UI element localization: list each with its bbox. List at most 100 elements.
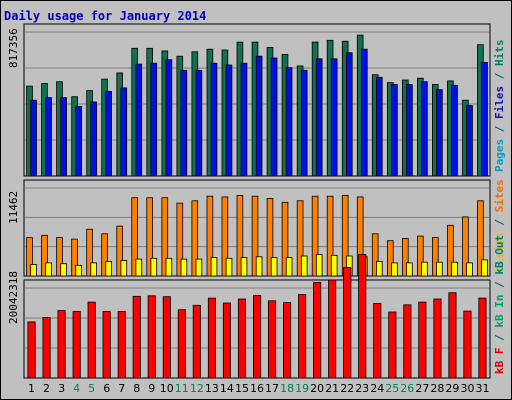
bar-visits-visits [285,257,293,277]
bar-kbytes-kb-f [298,294,307,379]
bar-hits-files [466,105,473,177]
bar-visits-visits [60,263,67,277]
bar-visits-sites [176,202,184,277]
bar-visits-visits [120,260,128,277]
bar-visits-visits [375,260,383,277]
bar-hits-files [165,59,173,177]
x-tick-label: 15 [235,382,249,395]
bar-kbytes-kb-f [132,295,141,379]
bar-hits-files [255,55,263,177]
x-tick-label: 14 [220,382,234,395]
bar-kbytes-kb-f [267,300,277,379]
x-tick-label: 2 [43,382,50,395]
ymax-label-hits: 817356 [7,28,20,68]
bar-visits-sites [326,195,334,277]
bar-visits-sites [371,233,379,277]
x-tick-label: 29 [445,382,459,395]
bar-visits-visits [240,257,248,277]
x-tick-label: 25 [385,382,399,395]
bar-visits-sites [431,237,439,277]
bar-visits-sites [116,225,124,277]
bar-visits-visits [210,257,218,277]
bar-kbytes-kb-f [313,281,322,379]
bar-visits-visits [315,254,323,277]
legend-entry: Sites [493,179,506,212]
bar-visits-visits [195,258,203,277]
bar-hits-files [90,101,98,177]
bar-visits-sites [206,195,214,277]
bar-visits-visits [165,257,173,277]
bar-hits-files [60,97,67,177]
bar-hits-files [135,63,143,177]
bar-visits-sites [281,201,289,277]
bar-kbytes-kb-f [87,301,96,379]
x-tick-label: 24 [370,382,384,395]
bar-kbytes-kb-f [222,302,232,379]
bar-visits-sites [26,237,33,277]
bar-visits-visits [255,256,263,277]
bar-kbytes-kb-f [478,297,487,379]
bar-visits-visits [225,257,233,277]
x-tick-label: 23 [355,382,369,395]
bar-hits-files [240,62,248,177]
bar-kbytes-kb-f [252,294,262,379]
legend-entry: / [493,212,506,232]
x-tick-label: 10 [160,382,174,395]
chart-title: Daily usage for January 2014 [4,9,206,23]
bar-hits-files [225,64,233,177]
bar-visits-visits [330,254,338,277]
bar-visits-sites [401,237,409,277]
bar-hits-files [360,48,368,177]
x-tick-label: 16 [250,382,264,395]
x-tick-label: 12 [190,382,204,395]
x-tick-label: 26 [400,382,414,395]
ymax-label-visits: 11462 [7,191,20,224]
bar-kbytes-kb-f [102,311,111,379]
bar-visits-sites [221,196,229,277]
x-tick-label: 22 [340,382,354,395]
bar-kbytes-kb-f [282,302,292,379]
x-tick-label: 3 [58,382,65,395]
bar-kbytes-kb-f [147,295,156,379]
bar-visits-visits [406,262,413,277]
x-tick-label: 18 [280,382,294,395]
bar-visits-sites [266,198,274,277]
bar-visits-visits [270,257,278,277]
bar-hits-files [481,62,488,177]
bar-kbytes-kb-f [418,301,427,379]
x-tick-label: 21 [325,382,339,395]
x-tick-label: 4 [73,382,80,395]
legend-kbytes: kB F / kB In / kB Out [493,235,506,374]
ymax-label-kbytes: 20042318 [7,271,20,324]
bar-hits-files [105,91,113,177]
legend-entry: Hits [493,40,506,67]
bar-visits-sites [131,197,139,277]
x-tick-label: 17 [265,382,279,395]
legend-entry: / [493,66,506,86]
bar-visits-visits [135,258,143,277]
bar-hits-files [391,84,398,177]
legend-entry: Files [493,86,506,119]
bar-visits-visits [75,264,83,277]
bar-visits-visits [180,258,188,277]
bar-hits-files [150,62,158,177]
bar-visits-sites [386,240,394,277]
bar-kbytes-kb-f [373,303,382,379]
bar-kbytes-kb-f [42,316,51,379]
bar-kbytes-kb-f [358,254,367,379]
bar-hits-files [330,58,338,177]
bar-hits-files [195,69,203,177]
bar-kbytes-kb-f [207,297,217,379]
legend-entry: / [493,328,506,348]
bar-kbytes-kb-f [403,304,412,379]
x-tick-label: 20 [310,382,324,395]
x-tick-label: 6 [103,382,110,395]
bar-visits-visits [481,259,488,277]
bar-kbytes-kb-f [433,298,442,379]
bar-hits-files [300,69,308,177]
bar-kbytes-kb-f [448,292,457,379]
legend-entry: kB Out [493,235,506,275]
bar-visits-sites [462,216,469,277]
bar-visits-sites [86,228,93,277]
bar-kbytes-kb-f [27,321,36,379]
